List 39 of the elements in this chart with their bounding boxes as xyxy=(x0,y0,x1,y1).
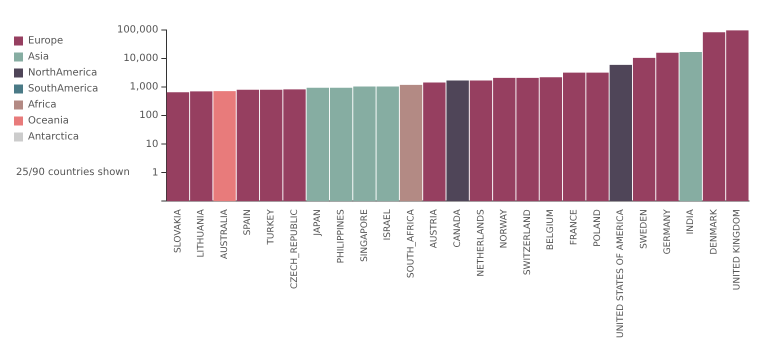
x-tick-label: AUSTRIA xyxy=(430,208,440,248)
legend-label: Oceania xyxy=(28,116,69,127)
x-tick-label: CZECH_REPUBLIC xyxy=(290,209,300,290)
x-tick-label: LITHUANIA xyxy=(196,208,207,258)
text: 25/90 countries shown xyxy=(16,167,130,178)
legend-label: Africa xyxy=(28,100,57,111)
y-tick-label: 100 xyxy=(139,110,158,122)
x-tick-label: CANADA xyxy=(453,208,463,248)
legend-label: NorthAmerica xyxy=(28,68,98,79)
x-tick-label: SPAIN xyxy=(243,209,254,236)
x-tick-label: TURKEY xyxy=(266,208,277,246)
legend-label: SouthAmerica xyxy=(28,84,98,95)
legend-label: Asia xyxy=(28,52,49,63)
x-tick-label: SLOVAKIA xyxy=(173,208,184,254)
x-tick-label: SOUTH_AFRICA xyxy=(406,208,416,278)
x-tick-label: NORWAY xyxy=(500,208,510,248)
x-tick-label: FRANCE xyxy=(570,208,580,246)
x-tick-label: BELGIUM xyxy=(546,209,556,250)
x-tick-label: PHILIPPINES xyxy=(336,208,346,264)
x-tick-label: NETHERLANDS xyxy=(476,208,486,277)
x-tick-label: UNITED STATES OF AMERICA xyxy=(616,208,626,338)
y-tick-label: 10 xyxy=(146,138,158,150)
x-tick-label: SINGAPORE xyxy=(360,208,370,262)
y-tick-label: 100,000 xyxy=(116,24,158,36)
legend-label: Antarctica xyxy=(28,132,79,143)
x-tick-label: SWEDEN xyxy=(639,209,650,249)
x-tick-label: POLAND xyxy=(592,209,603,247)
x-tick-label: DENMARK xyxy=(709,208,720,255)
x-tick-label: GERMANY xyxy=(662,208,673,254)
x-tick-label: JAPAN xyxy=(313,209,324,237)
x-tick-label: ISRAEL xyxy=(383,209,394,240)
legend-label: Europe xyxy=(28,36,64,47)
y-tick-label: 1,000 xyxy=(130,82,158,93)
x-tick-label: AUSTRALIA xyxy=(220,208,230,260)
x-tick-label: INDIA xyxy=(686,208,696,234)
x-tick-label: SWITZERLAND xyxy=(522,209,533,276)
x-tick-label: UNITED KINGDOM xyxy=(732,209,743,290)
y-tick-label: 10,000 xyxy=(123,53,158,64)
y-tick-label: 1 xyxy=(152,167,158,178)
